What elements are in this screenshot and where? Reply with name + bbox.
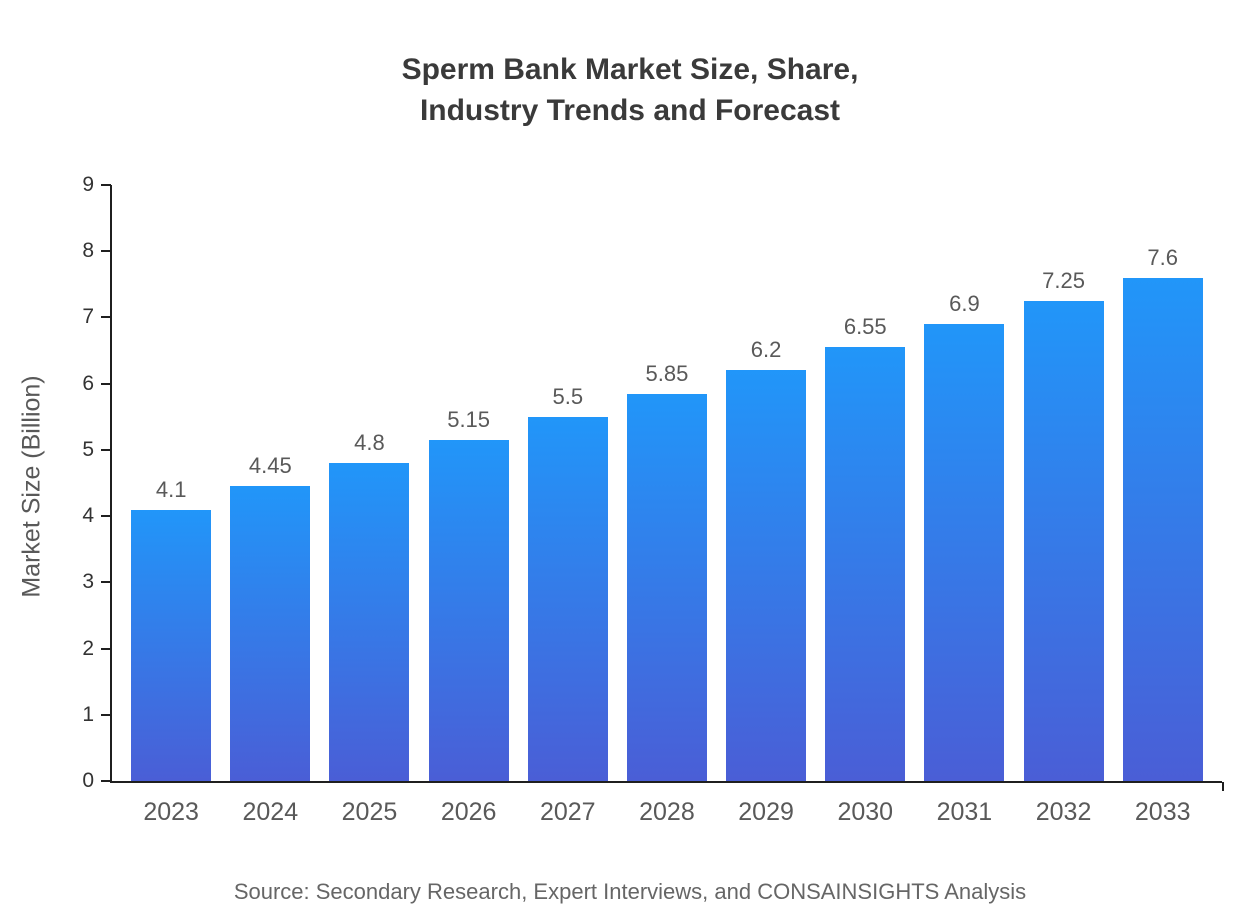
plot-area: 0 1 2 3 4 5 6 7 8 9 4.1 2023 4.45 2024 4.8 2025 5.15 2026… [82, 173, 1224, 826]
bar-slot: 5.5 2027 [527, 383, 608, 826]
x-axis-tick-label: 2029 [738, 798, 794, 826]
bar-value-label: 6.2 [750, 337, 782, 363]
bar [428, 439, 509, 781]
x-axis-tick-label: 2028 [639, 798, 695, 826]
x-axis-tick-label: 2023 [143, 798, 199, 826]
bar [1023, 300, 1104, 781]
bar-value-label: 4.8 [354, 430, 385, 456]
y-axis-tick [101, 581, 111, 584]
x-axis-tick-label: 2030 [837, 798, 894, 826]
bar-slot: 5.85 2028 [626, 360, 707, 826]
bar [726, 370, 807, 781]
x-axis-tick-label: 2031 [936, 798, 993, 826]
y-axis-tick [101, 448, 111, 451]
x-axis-tick-label: 2024 [242, 798, 299, 826]
y-axis-tick-label: 1 [82, 702, 94, 726]
bar [329, 463, 410, 781]
bar-slot: 4.8 2025 [329, 430, 410, 826]
bar-slot: 5.15 2026 [428, 406, 509, 826]
chart-title-line2: Industry Trends and Forecast [419, 93, 841, 127]
bar [230, 486, 311, 781]
x-axis-tick-label: 2027 [539, 798, 596, 826]
bar-value-label: 5.15 [447, 406, 491, 432]
bar [924, 324, 1005, 781]
y-axis-tick [101, 515, 111, 518]
bar-slot: 6.55 2030 [825, 314, 906, 826]
bar-value-label: 4.1 [155, 476, 187, 502]
y-axis-tick-label: 4 [82, 504, 94, 528]
y-axis-tick-label: 2 [82, 636, 94, 660]
y-axis-tick [101, 184, 111, 186]
x-axis-tick-label: 2033 [1134, 798, 1191, 826]
y-axis-tick [101, 780, 111, 782]
chart-title-line1: Sperm Bank Market Size, Share, [401, 53, 859, 86]
y-axis-tick [101, 382, 111, 385]
x-axis-tick-label: 2032 [1035, 798, 1092, 826]
x-axis-end-tick [1222, 782, 1224, 791]
bar-slot: 4.1 2023 [131, 476, 212, 826]
bar [1122, 277, 1203, 781]
bar-slot: 7.25 2032 [1023, 267, 1104, 826]
y-axis-tick-label: 6 [82, 371, 94, 395]
y-axis-tick-label: 5 [82, 437, 94, 461]
y-axis-tick-label: 7 [82, 305, 94, 329]
x-axis-tick-label: 2026 [440, 798, 497, 826]
bar [131, 509, 212, 781]
y-axis-tick-label: 0 [82, 769, 94, 792]
chart-title: Sperm Bank Market Size, Share, Industry … [0, 50, 1260, 131]
y-axis-tick [101, 713, 111, 716]
bar-value-label: 5.5 [552, 383, 584, 409]
bar-series: 4.1 2023 4.45 2024 4.8 2025 5.15 2026 5.5 2027 5.8… [112, 185, 1222, 826]
bar-value-label: 4.45 [248, 453, 292, 479]
bar-slot: 6.9 2031 [924, 291, 1005, 826]
y-axis-label: Market Size (Billion) [17, 375, 46, 598]
bar [825, 347, 906, 781]
bar-value-label: 7.25 [1042, 267, 1085, 293]
bar-slot: 6.2 2029 [726, 337, 807, 826]
y-axis-tick-label: 8 [82, 239, 94, 263]
bar-value-label: 6.9 [949, 291, 980, 317]
bar-value-label: 6.55 [843, 314, 887, 340]
bar [626, 393, 707, 781]
y-axis-tick [101, 250, 111, 253]
bar-slot: 7.6 2033 [1122, 244, 1203, 826]
y-axis-tick-label: 3 [82, 570, 94, 594]
y-axis-tick-label: 9 [82, 173, 94, 196]
bar-value-label: 5.85 [645, 360, 689, 386]
bar-value-label: 7.6 [1147, 244, 1179, 270]
bar-slot: 4.45 2024 [230, 453, 311, 826]
source-note: Source: Secondary Research, Expert Inter… [233, 879, 1027, 904]
bar [527, 416, 608, 781]
y-axis-tick [101, 647, 111, 650]
x-axis-tick-label: 2025 [341, 798, 398, 826]
y-axis-tick [101, 316, 111, 319]
